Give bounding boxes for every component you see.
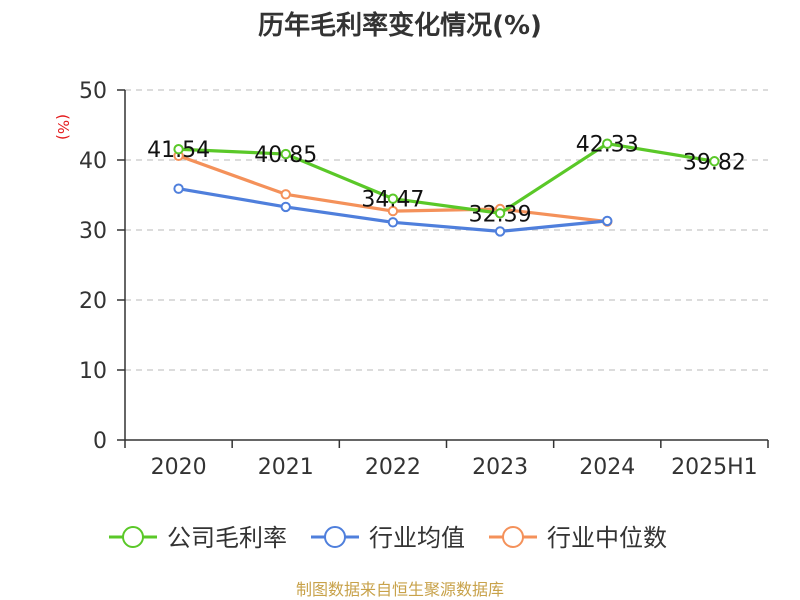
- series-lines: [173, 138, 720, 237]
- legend-item-1: 公司毛利率: [109, 524, 287, 552]
- y-tick-label: 30: [79, 219, 107, 244]
- data-point: [494, 226, 506, 237]
- data-point: [280, 189, 291, 200]
- data-label: 42.33: [576, 133, 639, 158]
- x-tick-label: 2020: [151, 455, 207, 480]
- legend-marker: [502, 526, 524, 548]
- data-label: 40.85: [254, 143, 317, 168]
- data-labels: 41.54 40.85 34.47 32.39 42.33 39.82: [147, 133, 746, 228]
- data-label: 32.39: [469, 202, 532, 227]
- data-label: 34.47: [361, 188, 424, 213]
- data-point: [173, 144, 184, 155]
- x-tick-label: 2024: [579, 455, 635, 480]
- axes: [117, 89, 769, 448]
- series-line-1: [178, 142, 715, 215]
- source-note: 制图数据来自恒生聚源数据库: [296, 580, 504, 599]
- data-point: [280, 148, 291, 160]
- legend-label: 行业均值: [369, 524, 465, 552]
- data-point: [602, 138, 613, 149]
- data-point: [602, 215, 613, 227]
- y-tick-label: 0: [93, 429, 107, 454]
- y-axis-label: (%): [54, 114, 72, 140]
- x-tick-label: 2023: [472, 455, 528, 480]
- legend-item-2: 行业均值: [311, 524, 465, 552]
- x-tick-label: 2025H1: [671, 455, 758, 480]
- legend-marker: [324, 526, 346, 548]
- legend-item-3: 行业中位数: [489, 524, 667, 552]
- y-tick-label: 50: [79, 79, 107, 104]
- legend-label: 行业中位数: [547, 524, 667, 552]
- tick-labels: 0 10 20 30 40 50 2020 2021 2022 2023 2024 2025H1: [79, 79, 758, 480]
- data-label: 39.82: [683, 150, 746, 175]
- legend-label: 公司毛利率: [167, 524, 287, 552]
- data-point: [280, 201, 291, 213]
- data-label: 41.54: [147, 138, 210, 163]
- data-point: [173, 183, 184, 194]
- y-tick-label: 40: [79, 149, 107, 174]
- data-point: [709, 156, 720, 167]
- data-point: [387, 193, 399, 204]
- gridlines: [125, 89, 768, 371]
- legend-marker: [122, 526, 144, 548]
- x-tick-label: 2022: [365, 455, 421, 480]
- y-tick-label: 20: [79, 289, 107, 314]
- data-point: [494, 208, 506, 219]
- x-tick-label: 2021: [258, 455, 314, 480]
- data-point: [387, 205, 399, 217]
- chart-title: 历年毛利率变化情况(%): [258, 10, 542, 41]
- y-tick-label: 10: [79, 359, 107, 384]
- legend: 公司毛利率 行业均值 行业中位数: [109, 524, 667, 552]
- data-point: [387, 217, 399, 228]
